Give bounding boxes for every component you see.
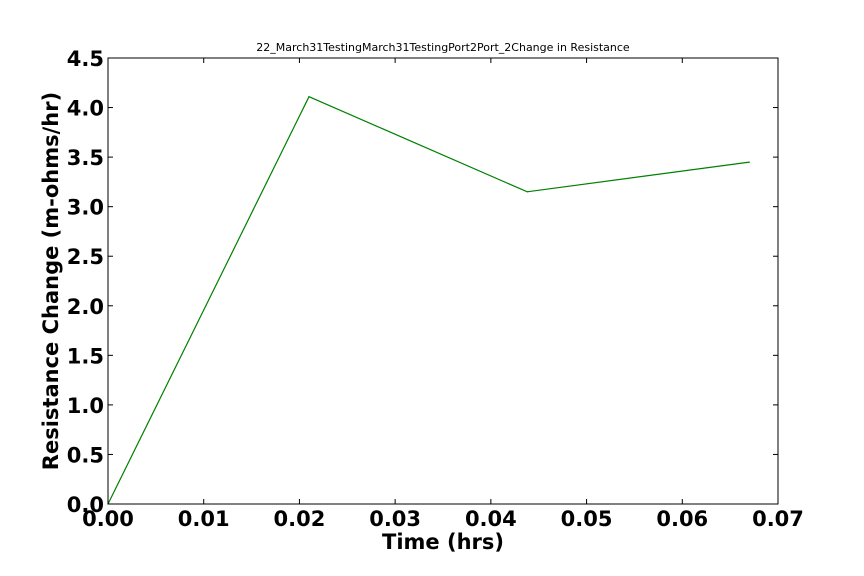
series-point [526,191,528,193]
y-tick-label: 4.0 [67,97,104,121]
series-line [107,95,750,505]
y-axis-label: Resistance Change (m-ohms/hr) [39,92,63,470]
y-tick-label: 1.0 [67,394,104,418]
x-tick-label: 0.01 [178,507,230,531]
series-group [107,95,750,505]
y-tick-label: 4.5 [67,47,104,71]
series-point [308,96,310,98]
y-tick-label: 0.5 [67,443,104,467]
series-point [748,161,750,163]
y-tick-label: 0.0 [67,493,104,517]
tick-group: 0.00 0.01 0.02 0.03 0.04 0.05 0.06 0.07 0.0 0.5 1.… [67,47,804,531]
x-tick-label: 0.07 [752,507,804,531]
x-tick-label: 0.02 [274,507,326,531]
chart-title: 22_March31TestingMarch31TestingPort2Port… [256,41,630,54]
y-tick-label: 2.5 [67,245,104,269]
x-tick-label: 0.00 [82,507,134,531]
y-tick-label: 1.5 [67,344,104,368]
y-tick-label: 3.0 [67,196,104,220]
x-tick-label: 0.04 [465,507,517,531]
x-tick-label: 0.06 [656,507,708,531]
y-tick-label: 3.5 [67,146,104,170]
y-tick-label: 2.0 [67,295,104,319]
x-tick-label: 0.05 [561,507,613,531]
x-tick-label: 0.03 [369,507,421,531]
x-axis-label: Time (hrs) [382,530,504,554]
plot-area [107,57,779,505]
